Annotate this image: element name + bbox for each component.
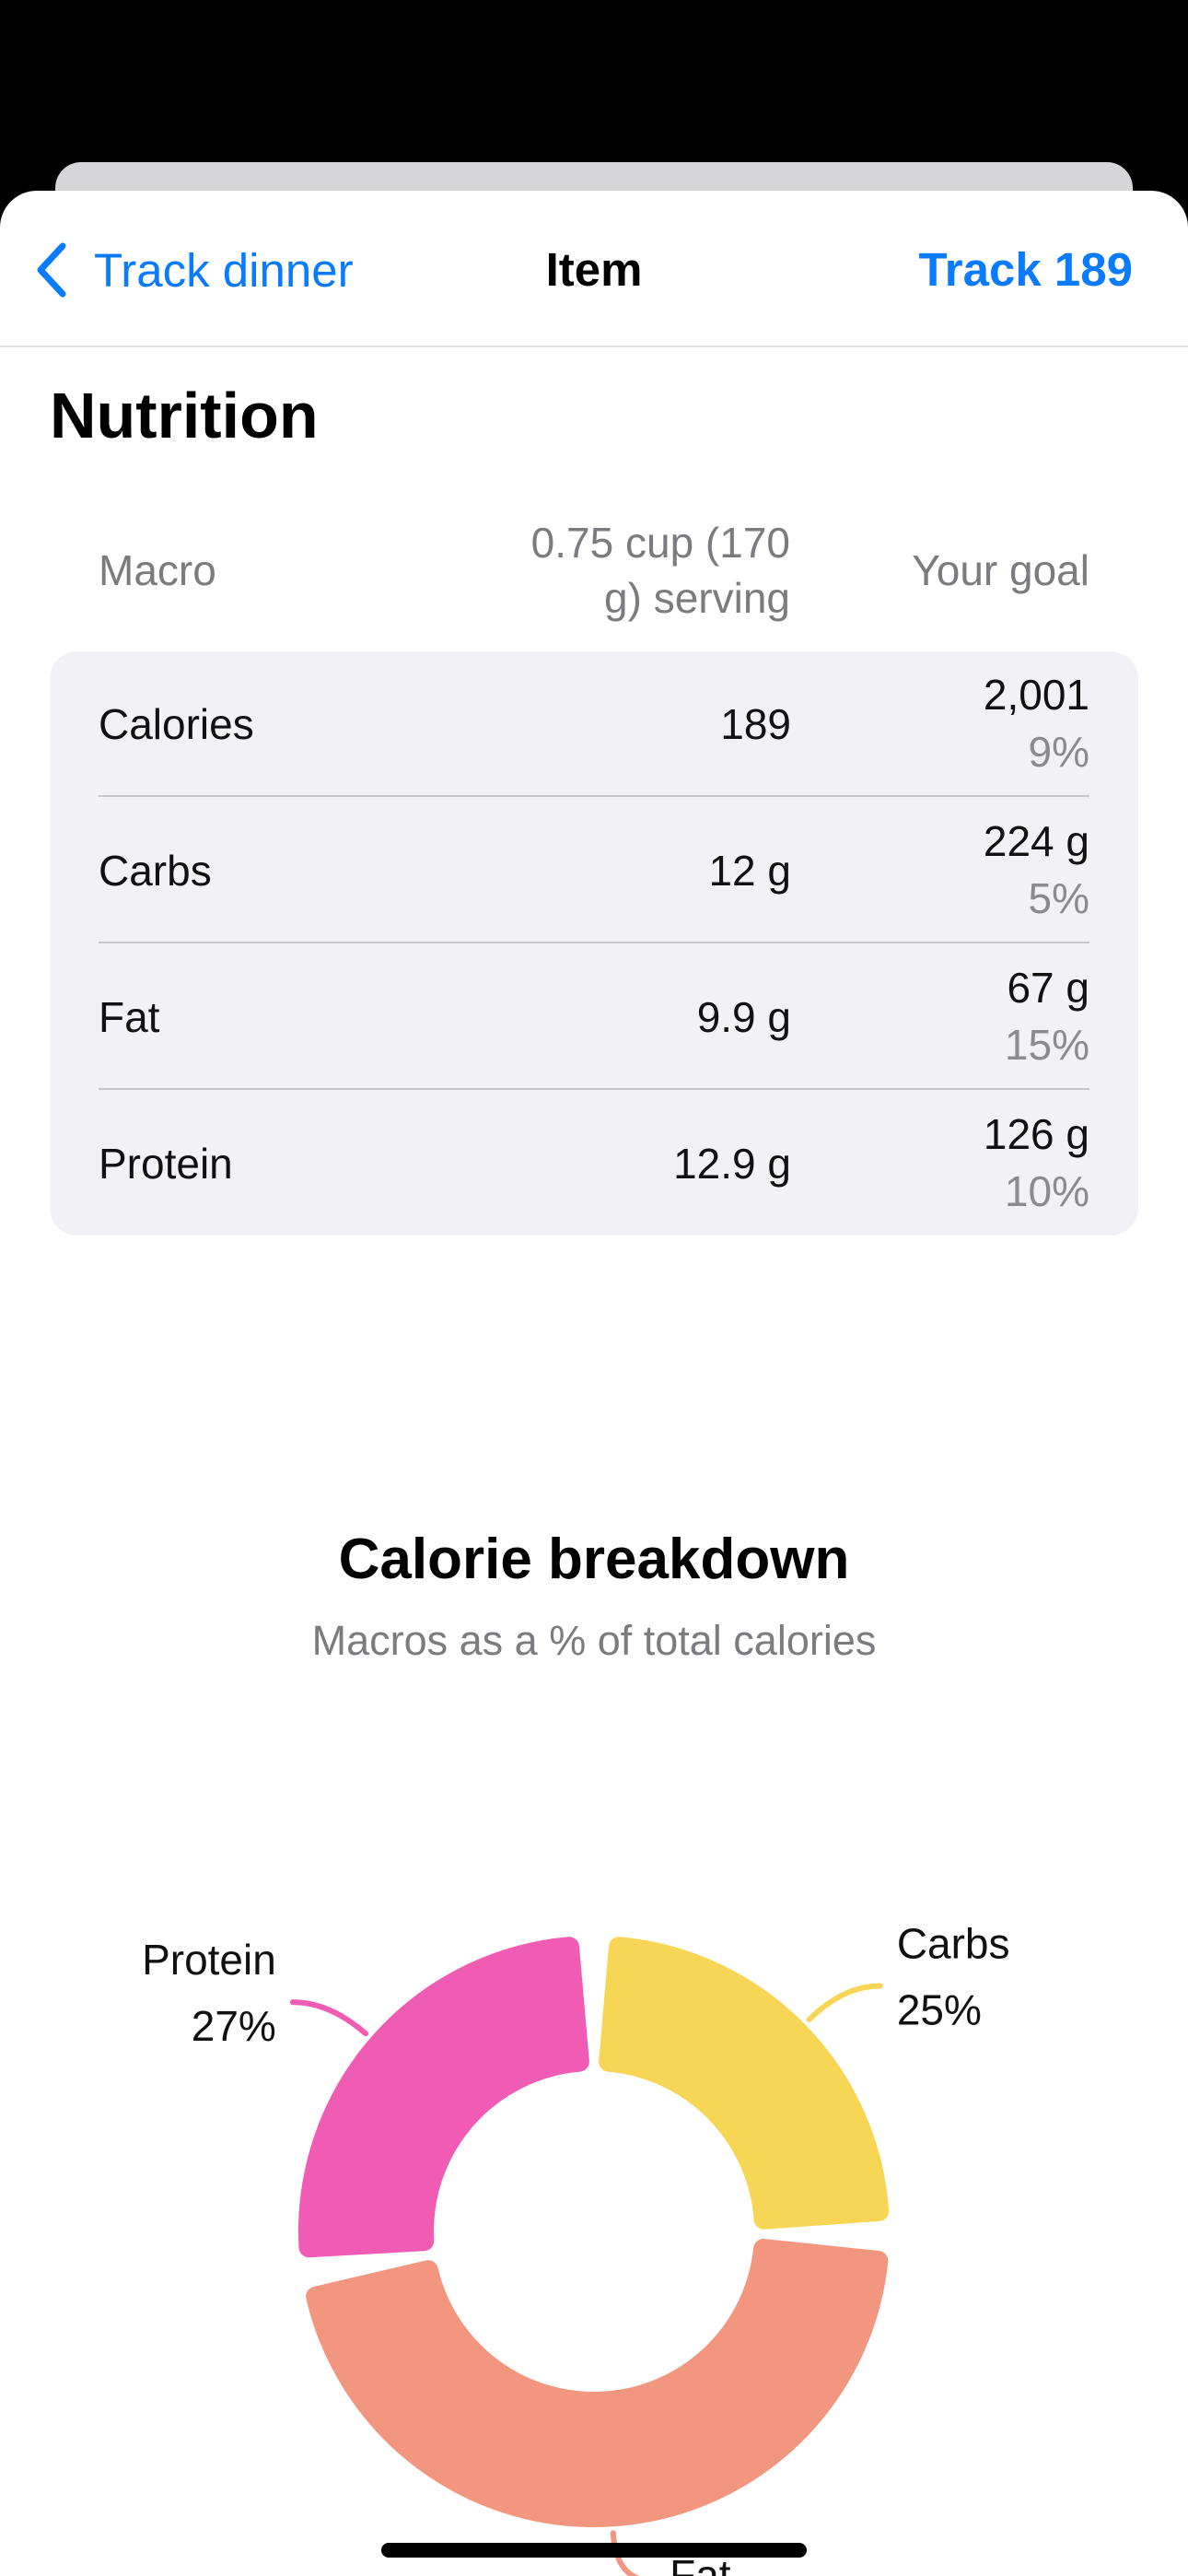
track-button[interactable]: Track 189: [918, 243, 1133, 296]
macro-name: Calories: [99, 700, 254, 748]
slice-label-carbs: Carbs: [897, 1919, 1010, 1967]
table-row-fat: Fat 9.9 g 67 g 15%: [99, 944, 1089, 1090]
leader-line-protein: [289, 1999, 369, 2037]
row-divider: [99, 942, 1089, 943]
macro-column-header: Macro: [99, 546, 216, 594]
donut-slice-protein: [298, 1937, 589, 2258]
calorie-breakdown-title: Calorie breakdown: [338, 1528, 850, 1591]
serving-column-header: 0.75 cup (170 g) serving: [495, 515, 790, 626]
leader-line-carbs: [806, 1983, 883, 2022]
table-row-carbs: Carbs 12 g 224 g 5%: [99, 798, 1089, 943]
slice-percent-carbs: 25%: [897, 1985, 982, 2033]
leader-line-fat: [610, 2530, 640, 2576]
goal-cell: 224 g 5%: [984, 813, 1089, 927]
chevron-left-icon: [37, 242, 66, 298]
goal-value: 67 g: [1007, 964, 1089, 1012]
goal-cell: 67 g 15%: [1005, 959, 1089, 1073]
serving-amount: 189: [720, 700, 791, 748]
goal-percent: 9%: [1028, 728, 1089, 776]
serving-amount: 12 g: [708, 847, 791, 895]
back-button[interactable]: Track dinner: [33, 237, 354, 303]
serving-header-line-1: 0.75 cup (170: [530, 519, 790, 567]
macro-name: Carbs: [99, 847, 212, 895]
goal-value: 2,001: [983, 671, 1089, 719]
nutrition-heading: Nutrition: [50, 380, 319, 451]
item-sheet: Track dinner Item Track 189 Nutrition Ma…: [0, 191, 1188, 2576]
macro-name: Protein: [99, 1140, 233, 1188]
table-row-calories: Calories 189 2,001 9%: [99, 651, 1089, 797]
table-row-protein: Protein 12.9 g 126 g 10%: [99, 1091, 1089, 1236]
calorie-breakdown-subtitle: Macros as a % of total calories: [311, 1617, 877, 1664]
donut-slice-carbs: [599, 1937, 890, 2230]
goal-value: 224 g: [983, 817, 1089, 865]
navigation-bar: Track dinner Item Track 189: [0, 191, 1188, 347]
goal-percent: 10%: [1004, 1167, 1089, 1215]
goal-column-header: Your goal: [912, 546, 1089, 594]
slice-label-protein: Protein: [142, 1936, 276, 1984]
home-indicator: [381, 2543, 807, 2558]
donut-slice-fat: [306, 2239, 889, 2527]
goal-cell: 126 g 10%: [984, 1106, 1089, 1220]
nutrition-table: Calories 189 2,001 9% Carbs 12 g 224 g 5…: [50, 651, 1138, 1235]
slice-percent-protein: 27%: [192, 2002, 276, 2050]
row-divider: [99, 1088, 1089, 1090]
row-divider: [99, 795, 1089, 797]
goal-percent: 15%: [1004, 1021, 1089, 1069]
macro-name: Fat: [99, 993, 160, 1041]
goal-value: 126 g: [983, 1110, 1089, 1158]
back-button-label: Track dinner: [94, 243, 354, 297]
serving-header-line-2: g) serving: [604, 574, 790, 622]
goal-cell: 2,001 9%: [984, 666, 1089, 780]
serving-amount: 9.9 g: [696, 993, 791, 1041]
goal-percent: 5%: [1028, 874, 1089, 922]
serving-amount: 12.9 g: [673, 1140, 791, 1188]
